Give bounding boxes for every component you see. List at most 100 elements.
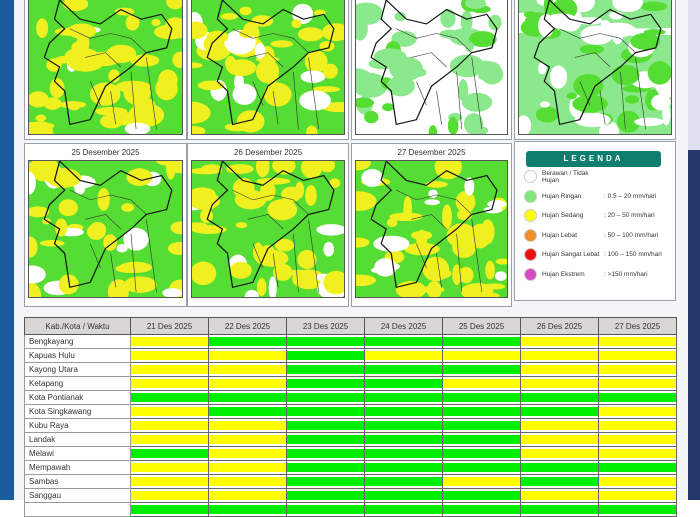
forecast-cell bbox=[520, 474, 599, 489]
region-name: Sambas bbox=[24, 474, 131, 489]
forecast-cell bbox=[286, 390, 365, 405]
forecast-cell bbox=[520, 432, 599, 447]
forecast-cell bbox=[442, 376, 521, 391]
region-name: Kota Pontianak bbox=[24, 390, 131, 405]
legend-swatch-icon bbox=[524, 228, 537, 242]
header-date: 24 Des 2025 bbox=[364, 317, 443, 335]
forecast-cell bbox=[208, 488, 287, 503]
forecast-cell bbox=[598, 460, 677, 475]
legend-item: Hujan Sedang: 20 – 50 mm/hari bbox=[524, 206, 675, 226]
legend-swatch-icon bbox=[524, 267, 537, 281]
map-date-title: 26 Desember 2025 bbox=[233, 148, 303, 157]
region-name: Kapuas Hulu bbox=[24, 348, 131, 363]
forecast-cell bbox=[364, 390, 443, 405]
region-name bbox=[24, 502, 131, 517]
forecast-cell bbox=[364, 418, 443, 433]
forecast-cell bbox=[442, 348, 521, 363]
forecast-table: Kab./Kota / Waktu 21 Des 2025 22 Des 2025 2… bbox=[24, 317, 677, 517]
forecast-cell bbox=[520, 362, 599, 377]
region-name: Landak bbox=[24, 432, 131, 447]
legend-label: Hujan Lebat bbox=[542, 231, 578, 239]
forecast-cell bbox=[364, 460, 443, 475]
forecast-cell bbox=[130, 502, 209, 517]
forecast-cell bbox=[208, 404, 287, 419]
legend-item: Hujan Sangat Lebat: 100 – 150 mm/hari bbox=[524, 245, 675, 265]
legend-label: Hujan Sedang bbox=[542, 212, 584, 220]
forecast-cell bbox=[598, 404, 677, 419]
forecast-cell bbox=[442, 334, 521, 349]
map-image bbox=[28, 0, 183, 135]
forecast-cell bbox=[520, 446, 599, 461]
rainfall-map: 26 Desember 2025 bbox=[187, 143, 349, 307]
rainfall-map bbox=[351, 0, 512, 140]
table-row: Kapuas Hulu bbox=[24, 348, 677, 363]
legend-swatch-icon bbox=[524, 209, 537, 223]
legend-range: : 100 – 150 mm/hari bbox=[604, 251, 662, 259]
forecast-cell bbox=[442, 446, 521, 461]
legend-label: Hujan Ringan bbox=[542, 192, 582, 200]
forecast-cell bbox=[520, 488, 599, 503]
header-region: Kab./Kota / Waktu bbox=[24, 317, 131, 335]
forecast-cell bbox=[442, 404, 521, 419]
legend-title: LEGENDA bbox=[526, 151, 661, 167]
region-name: Kubu Raya bbox=[24, 418, 131, 433]
legend: LEGENDA Berawan / Tidak Hujan Hujan Ringa… bbox=[514, 141, 676, 301]
rainfall-map bbox=[514, 0, 676, 140]
forecast-cell bbox=[130, 460, 209, 475]
header-date: 21 Des 2025 bbox=[130, 317, 209, 335]
forecast-cell bbox=[130, 418, 209, 433]
legend-item: Hujan Lebat : 50 – 100 mm/hari bbox=[524, 226, 675, 246]
forecast-cell bbox=[208, 362, 287, 377]
table-row: Melawi bbox=[24, 446, 677, 461]
forecast-cell bbox=[208, 348, 287, 363]
forecast-cell bbox=[364, 488, 443, 503]
forecast-cell bbox=[520, 404, 599, 419]
forecast-cell bbox=[442, 488, 521, 503]
forecast-cell bbox=[130, 348, 209, 363]
forecast-cell bbox=[520, 390, 599, 405]
forecast-cell bbox=[286, 446, 365, 461]
forecast-cell bbox=[208, 432, 287, 447]
rainfall-map bbox=[187, 0, 349, 140]
header-date: 27 Des 2025 bbox=[598, 317, 677, 335]
legend-range: : 0.5 – 20 mm/hari bbox=[604, 192, 657, 200]
rainfall-map: 25 Desember 2025 bbox=[24, 143, 187, 307]
forecast-cell bbox=[130, 334, 209, 349]
table-row: Kota Pontianak bbox=[24, 390, 677, 405]
forecast-cell bbox=[598, 432, 677, 447]
table-row: Sambas bbox=[24, 474, 677, 489]
left-edge-strip bbox=[0, 0, 14, 500]
legend-range: : 50 – 100 mm/hari bbox=[604, 231, 659, 239]
map-image bbox=[355, 0, 508, 135]
legend-label: Hujan Ekstrem bbox=[542, 270, 585, 278]
forecast-cell bbox=[442, 460, 521, 475]
forecast-cell bbox=[130, 362, 209, 377]
forecast-cell bbox=[364, 432, 443, 447]
header-date: 22 Des 2025 bbox=[208, 317, 287, 335]
forecast-cell bbox=[598, 390, 677, 405]
legend-swatch-icon bbox=[524, 248, 537, 262]
table-row: Sanggau bbox=[24, 488, 677, 503]
legend-item: Berawan / Tidak Hujan bbox=[524, 167, 675, 187]
rainfall-map: 27 Desember 2025 bbox=[351, 143, 512, 307]
forecast-cell bbox=[520, 348, 599, 363]
forecast-cell bbox=[520, 418, 599, 433]
forecast-cell bbox=[130, 474, 209, 489]
forecast-cell bbox=[208, 418, 287, 433]
forecast-cell bbox=[598, 334, 677, 349]
header-date: 25 Des 2025 bbox=[442, 317, 521, 335]
table-row: Mempawah bbox=[24, 460, 677, 475]
table-row: Landak bbox=[24, 432, 677, 447]
map-image bbox=[355, 160, 508, 298]
legend-item: Hujan Ringan : 0.5 – 20 mm/hari bbox=[524, 187, 675, 207]
header-date: 26 Des 2025 bbox=[520, 317, 599, 335]
forecast-cell bbox=[598, 488, 677, 503]
forecast-cell bbox=[442, 474, 521, 489]
map-date-title: 27 Desember 2025 bbox=[397, 148, 466, 157]
table-row: Kayong Utara bbox=[24, 362, 677, 377]
region-name: Melawi bbox=[24, 446, 131, 461]
forecast-cell bbox=[208, 474, 287, 489]
legend-swatch-icon bbox=[524, 170, 537, 184]
forecast-cell bbox=[286, 460, 365, 475]
forecast-cell bbox=[286, 334, 365, 349]
